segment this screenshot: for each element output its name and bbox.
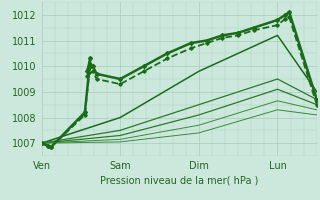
X-axis label: Pression niveau de la mer( hPa ): Pression niveau de la mer( hPa ) [100,175,258,185]
